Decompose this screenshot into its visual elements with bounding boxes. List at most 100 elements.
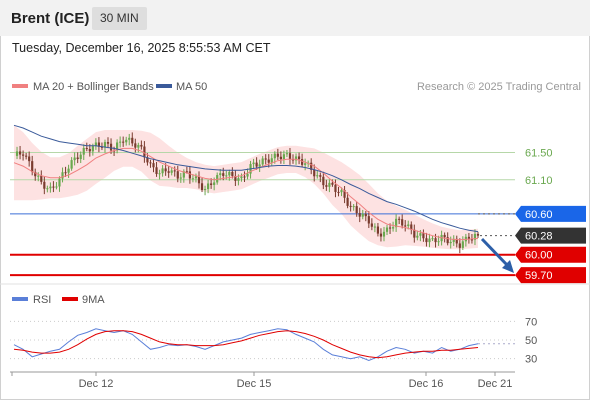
candle-body [267,159,270,163]
level-label-59.70: 59.70 [525,270,553,282]
candle-body [28,156,31,162]
candle-body [128,137,131,140]
candle-body [373,226,376,228]
candle-body [337,191,340,193]
candle-body [240,176,243,179]
candle-body [182,171,185,178]
candle-body [34,171,37,177]
candle-body [58,178,61,187]
candle-body [419,233,422,236]
candle-body [109,143,113,151]
candle-body [416,235,419,238]
candle-body [385,227,389,232]
candle-body [213,182,216,185]
rsi-tick-70: 70 [525,316,537,328]
candle-body [49,186,52,189]
candle-body [340,190,343,193]
bollinger-band [14,125,478,250]
candle-body [395,218,398,228]
level-labels-layer: 61.50 61.10 60.60 60.28 60.00 59.70 [515,148,586,284]
candle-body [313,169,316,177]
candle-body [370,223,373,227]
candle-body [434,238,437,243]
ma50-legend-label: MA 50 [176,81,207,93]
level-label-60.28: 60.28 [525,231,553,243]
candle-body [437,241,440,243]
copyright-text: Research © 2025 Trading Central [417,81,581,93]
candle-body [158,173,161,175]
candle-body [270,158,273,163]
candle-body [200,183,204,190]
candle-body [52,186,55,188]
rsi-panel: 30 50 70 [10,316,537,366]
candle-body [185,171,188,173]
candle-body [243,176,246,178]
forecast-arrow-icon [480,237,514,273]
candle-body [119,141,122,143]
timeframe-badge[interactable]: 30 MIN [92,7,147,30]
candle-body [219,173,222,176]
level-tag-59.70 [515,267,586,284]
candle-body [116,142,119,151]
candle-body [346,197,349,206]
time-tick-label-1: Dec 15 [237,378,272,390]
candle-body [276,153,279,157]
candle-body [216,175,219,183]
candle-body [255,162,258,167]
candle-body [261,158,264,165]
candle-body [100,146,104,148]
candle-body [376,226,380,234]
candle-body [18,151,22,155]
candle-body [316,175,319,177]
candle-body [15,151,19,156]
candle-body [476,233,480,236]
ma20-legend-swatch [12,84,28,88]
candle-body [152,163,155,168]
candle-body [461,241,464,248]
candle-body [413,229,416,238]
bollinger-band-layer [14,125,478,250]
candle-body [76,157,79,160]
candle-body [25,155,28,157]
candle-body [310,162,313,170]
candle-body [355,206,358,214]
ma50-legend-swatch [156,84,172,88]
candle-body [170,170,173,173]
candle-body [422,233,425,239]
time-axis: Dec 12 Dec 15 Dec 16 Dec 21 [10,371,515,390]
ma20-legend-label: MA 20 + Bollinger Bands [33,81,154,93]
candle-body [140,144,143,147]
rsi-legend-label: RSI [33,294,51,306]
candle-body [106,142,110,144]
candle-body [231,171,234,176]
candle-body [364,213,367,217]
candle-body [252,162,255,165]
candle-body [73,157,76,161]
candle-body [210,183,213,185]
candle-body [161,168,164,174]
candle-body [301,159,304,165]
candle-body [467,236,471,240]
candle-body [222,173,225,176]
candle-body [319,175,322,177]
rsi-tick-30: 30 [525,354,537,366]
candle-body [428,238,431,243]
candle-body [458,243,461,248]
candle-body [349,205,352,207]
candle-body [143,146,146,158]
ma50-line [13,124,479,233]
candle-body [134,143,137,148]
candle-body [179,177,182,179]
candle-body [294,156,298,161]
level-tag-60.60 [515,205,586,222]
candle-body [176,171,179,179]
candle-body [164,168,167,172]
candle-body [425,238,428,243]
time-tick-label-2: Dec 16 [409,378,444,390]
candle-body [203,189,207,191]
time-tick-label-3: Dec 21 [478,378,513,390]
candle-body [322,176,325,186]
candle-body [228,171,231,176]
candle-body [404,225,407,227]
candle-body [88,148,91,152]
